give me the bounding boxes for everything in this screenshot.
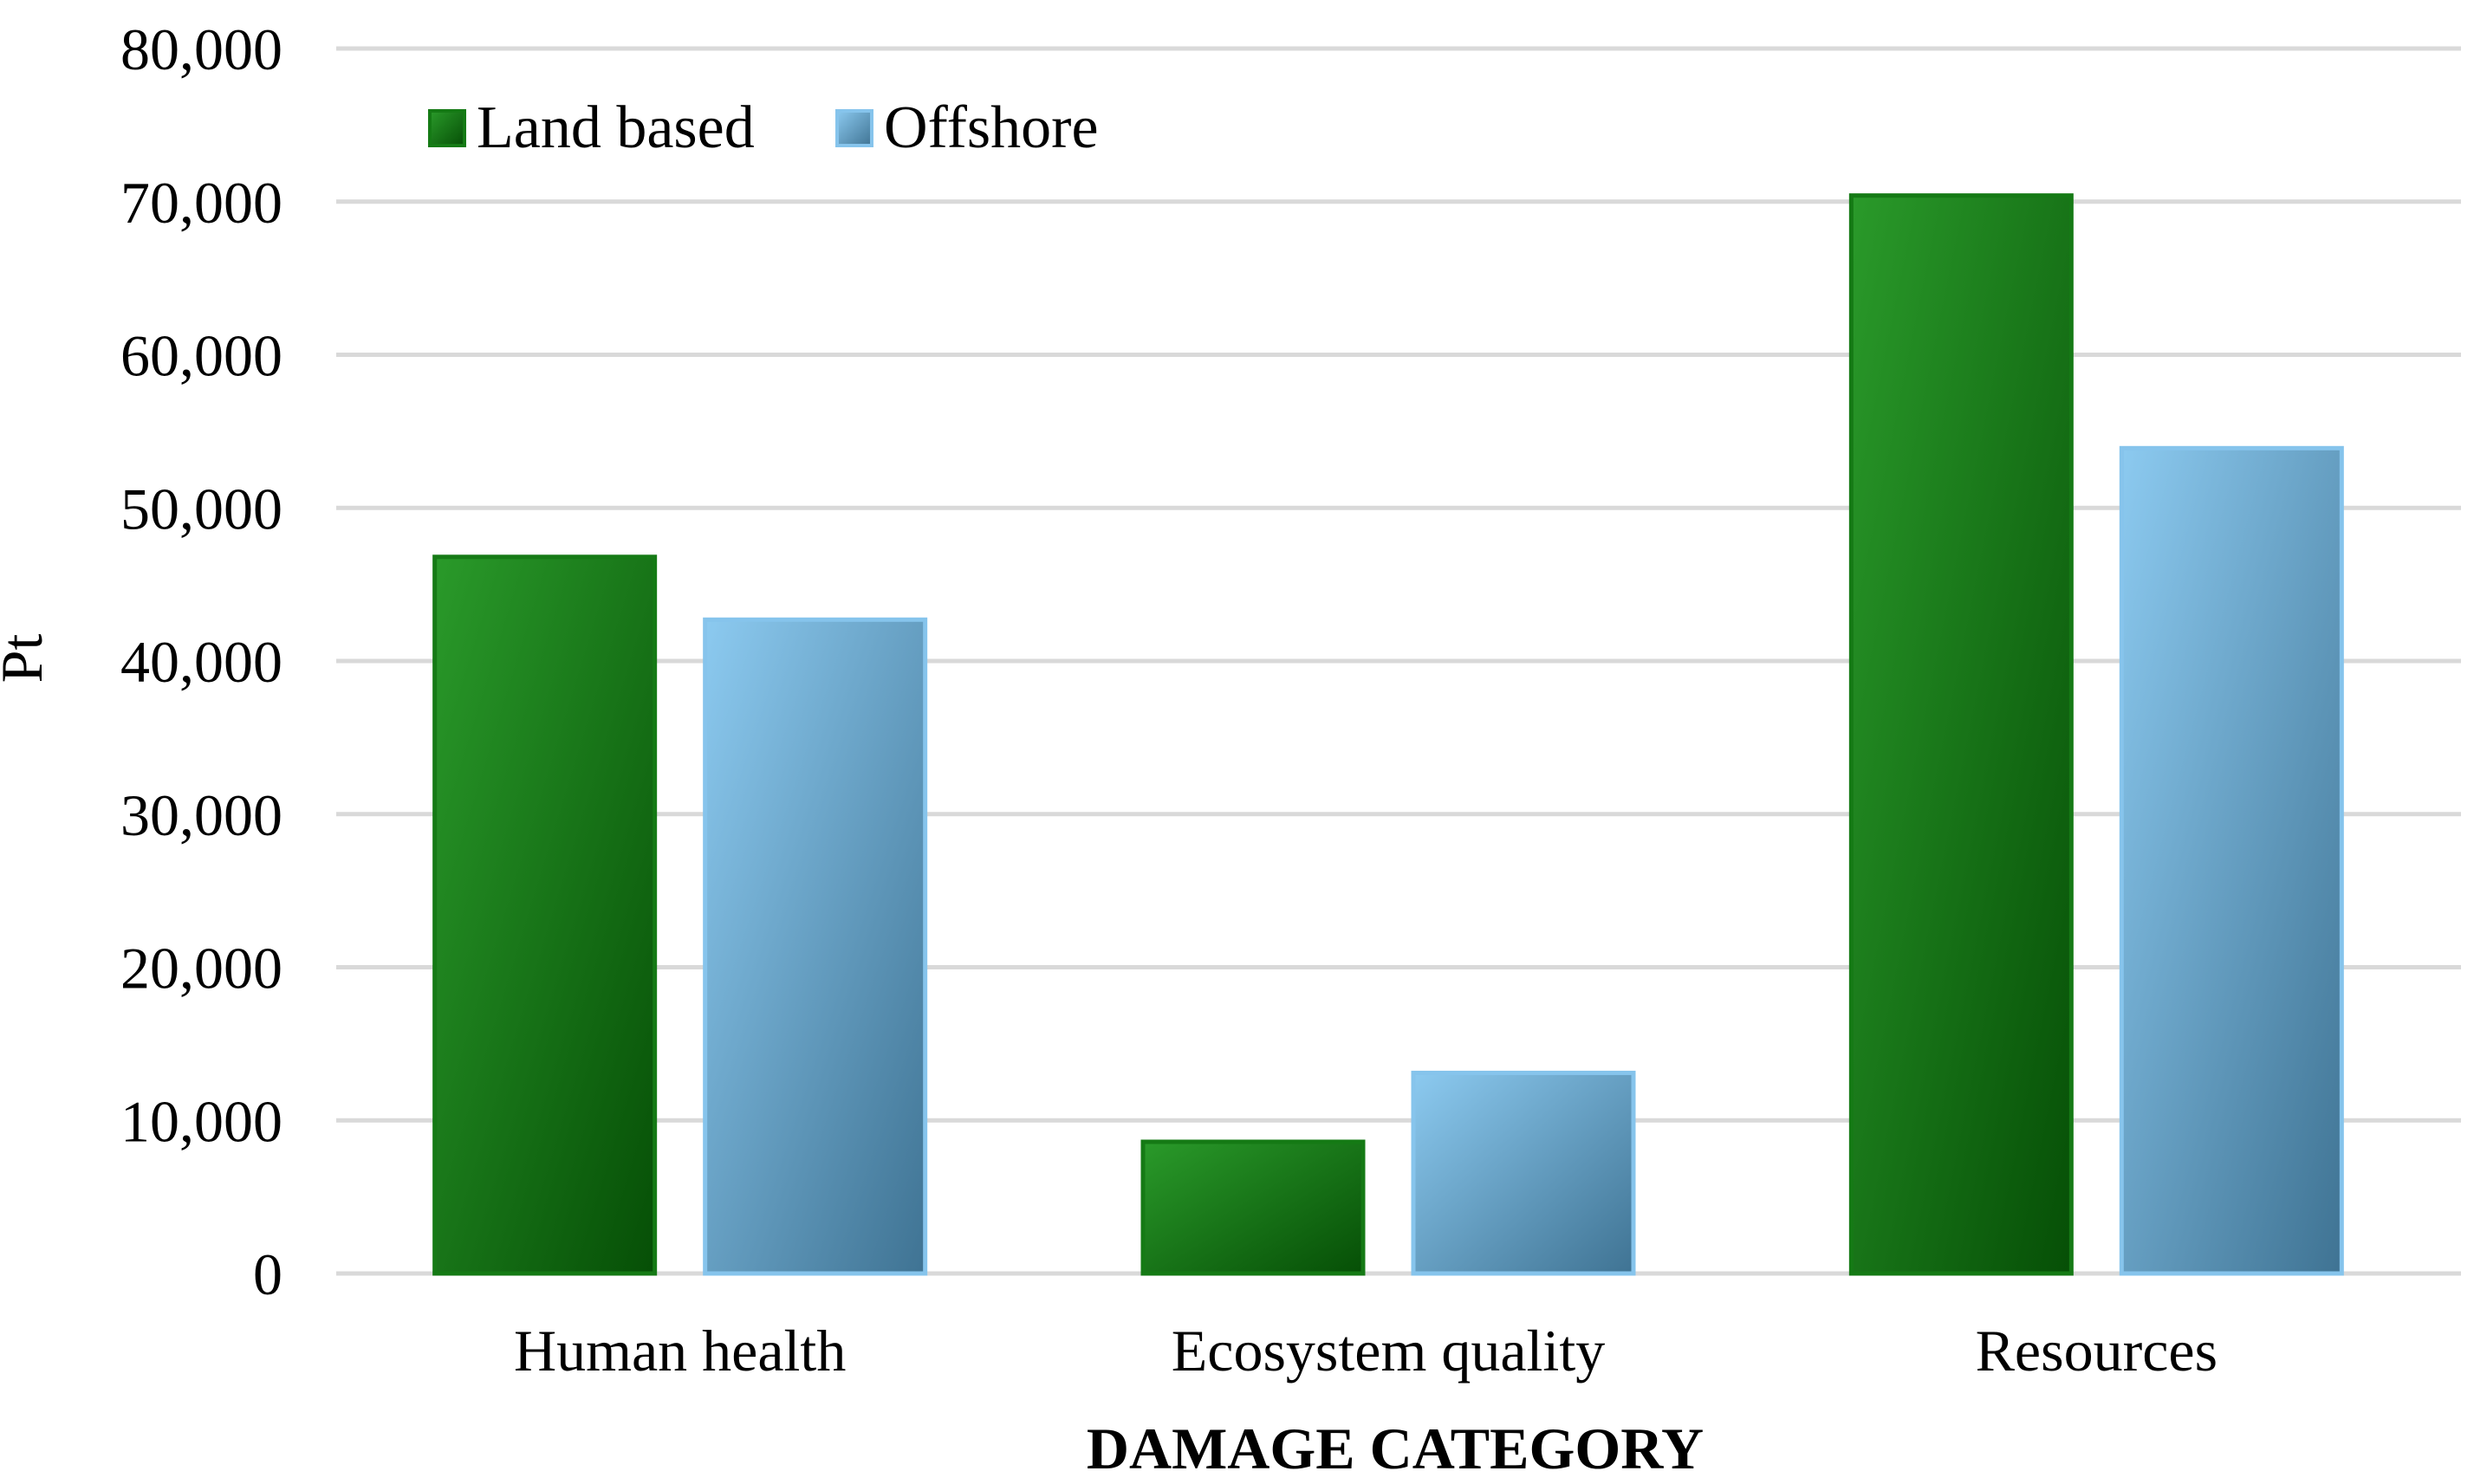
y-axis-title: Pt [0,634,55,684]
y-tick-label: 10,000 [120,1088,282,1154]
bar-offshore-human-health [703,617,928,1276]
y-tick-label: 30,000 [120,782,282,848]
x-category-labels: Human health Ecosystem quality Resources [514,1318,2218,1384]
y-tick-label: 80,000 [120,16,282,82]
bars [432,193,2344,1276]
legend-swatch [835,109,873,147]
legend-swatch [428,109,466,147]
legend: Land based Offshore [428,94,1099,161]
y-tick-label: 60,000 [120,323,282,389]
x-category-label: Human health [514,1318,846,1384]
bar-land-based-human-health [432,554,658,1276]
x-axis-title: DAMAGE CATEGORY [1087,1416,1704,1481]
bar-land-based-ecosystem-quality [1140,1139,1366,1276]
gridlines [336,46,2461,1276]
y-tick-label: 40,000 [120,629,282,695]
y-tick-label: 50,000 [120,476,282,541]
x-category-label: Resources [1976,1318,2218,1384]
y-tick-label: 20,000 [120,936,282,1001]
bar-offshore-ecosystem-quality [1411,1070,1636,1276]
y-tick-label: 0 [253,1241,282,1307]
bar-land-based-resources [1848,193,2074,1276]
legend-label: Offshore [884,94,1099,161]
bar-offshore-resources [2119,445,2344,1276]
x-category-label: Ecosystem quality [1172,1318,1605,1384]
legend-label: Land based [477,94,755,161]
y-tick-labels: 0 10,000 20,000 30,000 40,000 50,000 60,000 70,… [120,16,282,1307]
y-tick-label: 70,000 [120,170,282,236]
